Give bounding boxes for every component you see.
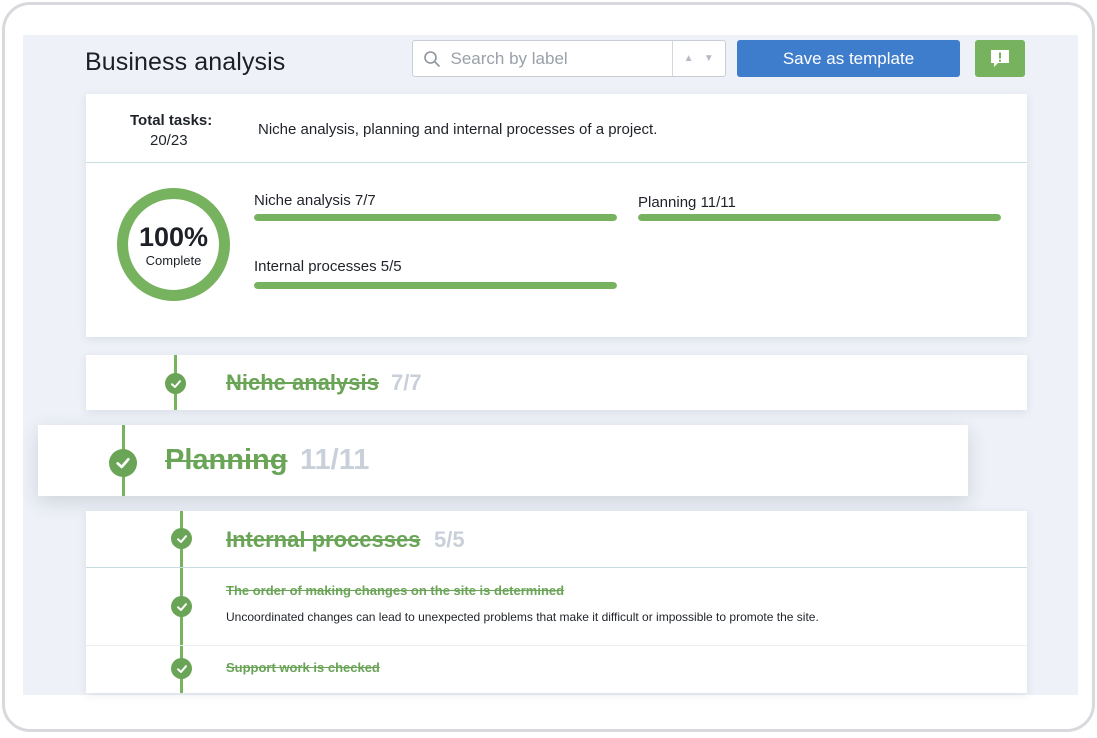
section-count-niche-analysis: 7/7 (391, 370, 422, 395)
check-circle-icon (171, 658, 192, 679)
project-description: Niche analysis, planning and internal pr… (258, 121, 658, 138)
section-count-internal-processes: 5/5 (434, 527, 465, 552)
section-title-planning: Planning (165, 444, 288, 476)
progress-fill-niche-analysis (254, 214, 617, 221)
section-planning[interactable]: Planning 11/11 (38, 425, 968, 496)
check-circle-icon (165, 373, 186, 394)
exclamation-icon (991, 49, 1009, 67)
progress-label-niche-analysis: Niche analysis 7/7 (254, 192, 376, 209)
sort-down-icon[interactable]: ▼ (703, 53, 714, 64)
check-circle-icon (171, 528, 192, 549)
save-as-template-button[interactable]: Save as template (737, 40, 960, 77)
sort-control: ▲ ▼ (671, 41, 725, 76)
section-divider (86, 567, 1027, 568)
check-circle-icon (171, 596, 192, 617)
progress-bar-planning (638, 214, 1001, 221)
section-niche-analysis[interactable]: Niche analysis 7/7 (86, 355, 1027, 410)
progress-label-internal-processes: Internal processes 5/5 (254, 258, 402, 275)
section-title-internal-processes: Internal processes (226, 527, 421, 552)
summary-card: Total tasks: 20/23 Niche analysis, plann… (86, 94, 1027, 337)
task-title: The order of making changes on the site … (226, 583, 565, 598)
completion-donut (117, 188, 230, 301)
task-title: Support work is checked (226, 660, 380, 675)
progress-fill-planning (638, 214, 1001, 221)
search-input[interactable] (450, 42, 672, 75)
completion-label: Complete (145, 253, 202, 268)
completion-percent: 100% (138, 222, 209, 252)
check-circle-icon (109, 449, 137, 477)
task-description: Uncoordinated changes can lead to unexpe… (226, 610, 819, 624)
search-icon (413, 41, 451, 76)
section-title-niche-analysis: Niche analysis (226, 370, 379, 395)
section-count-planning: 11/11 (300, 444, 370, 476)
page-title: Business analysis (85, 48, 286, 76)
sort-up-icon[interactable]: ▲ (683, 53, 694, 64)
task-divider (86, 645, 1027, 646)
progress-bar-internal-processes (254, 282, 617, 289)
search-box: ▲ ▼ (412, 40, 726, 77)
total-tasks-label: Total tasks: (130, 112, 213, 129)
progress-bar-niche-analysis (254, 214, 617, 221)
total-tasks-value: 20/23 (150, 132, 188, 149)
feedback-button[interactable] (975, 40, 1025, 77)
section-internal-processes: Internal processes 5/5 The order of maki… (86, 511, 1027, 693)
summary-header: Total tasks: 20/23 Niche analysis, plann… (86, 94, 1027, 163)
progress-fill-internal-processes (254, 282, 617, 289)
progress-label-planning: Planning 11/11 (638, 194, 736, 211)
